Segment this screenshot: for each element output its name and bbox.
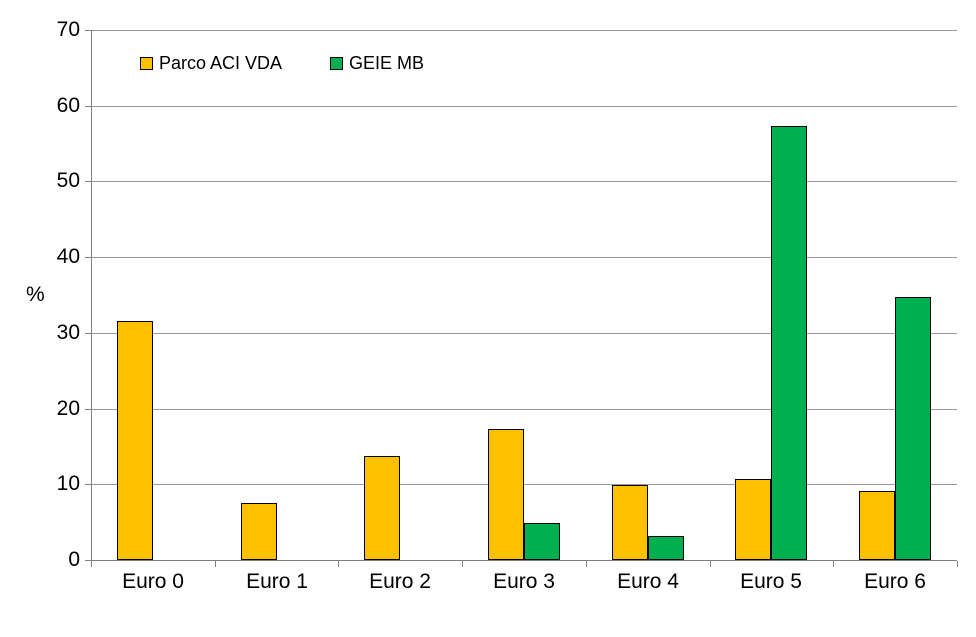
x-tick-1 — [215, 561, 216, 567]
legend-label-geie-mb: GEIE MB — [349, 53, 425, 73]
bar-geie-mb-euro-6 — [895, 297, 931, 560]
y-tick-label-20: 20 — [56, 397, 80, 420]
y-tick-label-0: 0 — [68, 548, 80, 571]
y-tick-20 — [85, 409, 91, 410]
y-tick-label-30: 30 — [56, 321, 80, 344]
bar-parco-aci-vda-euro-2 — [364, 456, 400, 560]
x-tick-2 — [338, 561, 339, 567]
y-axis-line — [91, 30, 92, 560]
x-tick-7 — [957, 561, 958, 567]
legend-swatch-parco-aci-vda — [140, 57, 153, 70]
y-tick-label-70: 70 — [56, 18, 80, 41]
bar-parco-aci-vda-euro-1 — [241, 503, 277, 560]
gridline-40 — [91, 257, 957, 258]
gridline-10 — [91, 484, 957, 485]
y-tick-0 — [85, 560, 91, 561]
y-tick-30 — [85, 333, 91, 334]
gridline-30 — [91, 333, 957, 334]
x-tick-label-euro-5: Euro 5 — [740, 570, 802, 593]
y-tick-10 — [85, 484, 91, 485]
bar-parco-aci-vda-euro-5 — [735, 479, 771, 560]
bar-geie-mb-euro-5 — [771, 126, 807, 560]
x-tick-4 — [586, 561, 587, 567]
x-tick-0 — [91, 561, 92, 567]
y-tick-50 — [85, 181, 91, 182]
gridline-60 — [91, 106, 957, 107]
x-tick-label-euro-2: Euro 2 — [369, 570, 431, 593]
x-axis-line — [91, 560, 957, 561]
y-tick-label-60: 60 — [56, 94, 80, 117]
y-tick-label-10: 10 — [56, 472, 80, 495]
gridline-70 — [91, 30, 957, 31]
legend-label-parco-aci-vda: Parco ACI VDA — [159, 53, 283, 73]
bar-geie-mb-euro-3 — [524, 523, 560, 560]
legend-swatch-geie-mb — [330, 57, 344, 70]
gridline-20 — [91, 409, 957, 410]
x-tick-label-euro-3: Euro 3 — [493, 570, 555, 593]
x-tick-label-euro-6: Euro 6 — [864, 570, 926, 593]
x-tick-6 — [833, 561, 834, 567]
legend: Parco ACI VDA GEIE MB — [140, 53, 424, 74]
bar-parco-aci-vda-euro-6 — [859, 491, 895, 560]
bar-parco-aci-vda-euro-0 — [117, 321, 153, 560]
bar-parco-aci-vda-euro-4 — [612, 485, 648, 560]
gridline-50 — [91, 181, 957, 182]
y-axis-title: % — [26, 283, 45, 306]
legend-item-geie-mb: GEIE MB — [330, 53, 424, 74]
x-tick-label-euro-4: Euro 4 — [617, 570, 679, 593]
x-tick-3 — [462, 561, 463, 567]
legend-item-parco-aci-vda: Parco ACI VDA — [140, 53, 282, 74]
bar-parco-aci-vda-euro-3 — [488, 429, 524, 560]
y-tick-40 — [85, 257, 91, 258]
x-tick-label-euro-0: Euro 0 — [122, 570, 184, 593]
y-tick-label-50: 50 — [56, 169, 80, 192]
x-tick-label-euro-1: Euro 1 — [246, 570, 308, 593]
y-tick-60 — [85, 106, 91, 107]
bar-geie-mb-euro-4 — [648, 536, 684, 560]
y-tick-label-40: 40 — [56, 245, 80, 268]
y-tick-70 — [85, 30, 91, 31]
x-tick-5 — [710, 561, 711, 567]
